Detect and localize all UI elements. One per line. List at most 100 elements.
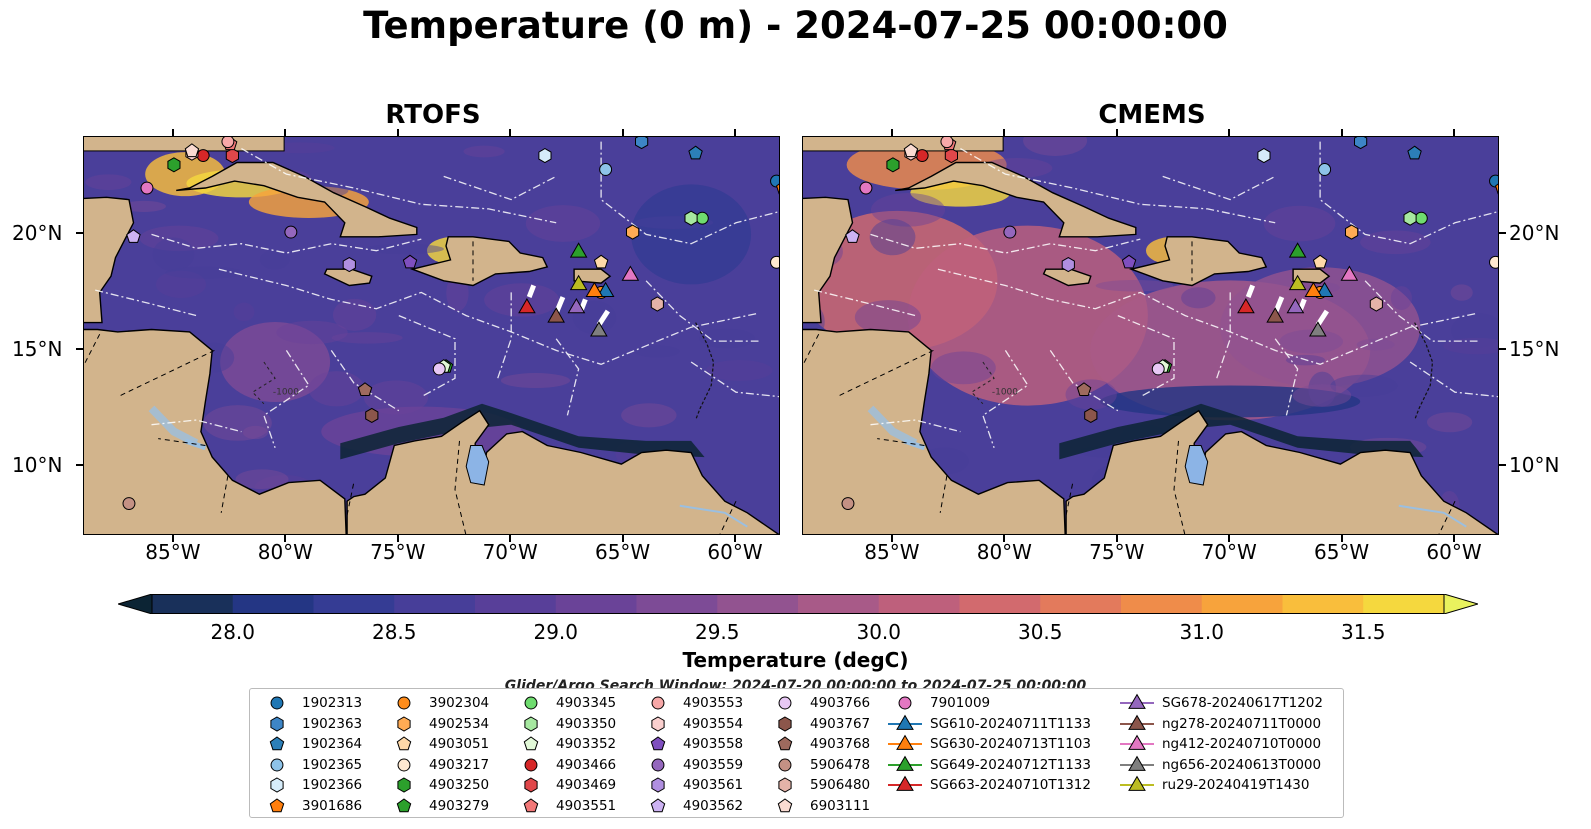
temperature-eddy <box>331 332 403 344</box>
land-south-america <box>1065 409 1498 534</box>
legend-marker <box>778 777 792 793</box>
legend-marker-icon <box>396 736 412 751</box>
country-border <box>346 482 355 516</box>
temperature-eddy <box>365 243 444 255</box>
lon-tick-top <box>171 129 174 136</box>
colorbar-tick-label: 28.5 <box>371 620 417 644</box>
colorbar-segment <box>313 594 395 614</box>
legend-label: ng278-20240711T0000 <box>1162 715 1322 732</box>
temperature-eddy <box>1426 412 1473 433</box>
legend-marker <box>523 736 539 751</box>
eez-boundary <box>241 148 557 224</box>
legend-marker <box>651 696 665 710</box>
obs-marker-4903558 <box>402 254 418 269</box>
legend-marker-icon <box>270 758 284 771</box>
legend-marker <box>650 797 666 812</box>
map-canvas: -1000 <box>84 137 779 534</box>
legend-marker-icon <box>888 734 922 750</box>
legend-marker-icon <box>269 736 285 751</box>
obs-marker-4903562 <box>845 229 860 243</box>
legend-label: 4903562 <box>683 797 744 814</box>
legend-label: 4903279 <box>429 797 490 814</box>
land-yucatan <box>84 196 135 324</box>
lon-label: 75°W <box>1089 540 1145 564</box>
map-panel-rtofs[interactable]: -1000 <box>83 136 780 535</box>
legend: 1902313 1902363 1902364 1902365 1902366 39016… <box>249 688 1344 818</box>
lon-tick-top <box>1228 129 1231 136</box>
obs-marker-4903558 <box>1121 254 1137 269</box>
land-puerto-rico <box>573 268 612 284</box>
legend-marker-icon <box>270 777 284 793</box>
eez-boundary <box>690 361 779 398</box>
temperature-eddy <box>242 425 269 440</box>
obs-marker-4903466 <box>915 149 929 163</box>
obs-marker-sg678-20240617t1202 <box>567 298 586 314</box>
legend-marker <box>1128 755 1146 771</box>
obs-marker-4903469 <box>944 148 958 164</box>
obs-marker-4903553 <box>940 137 954 149</box>
obs-marker-7901009 <box>140 181 154 195</box>
lat-label: 15°N <box>12 337 63 362</box>
obs-marker-sg630-20240713t1103 <box>585 281 604 297</box>
legend-label: 1902363 <box>302 715 363 732</box>
legend-marker <box>397 758 411 771</box>
land-south-america <box>346 409 779 534</box>
temperature-eddy <box>155 270 206 299</box>
legend-marker <box>898 696 912 710</box>
temperature-eddy <box>1263 205 1336 242</box>
lat-label: 10°N <box>12 453 63 478</box>
legend-label: 4903767 <box>810 715 871 732</box>
legend-marker-icon <box>1120 693 1154 709</box>
colorbar-segment <box>232 594 315 614</box>
lon-tick-top <box>621 129 624 136</box>
legend-marker-icon <box>397 696 411 710</box>
temperature-eddy <box>1390 286 1412 311</box>
obs-marker-4903561 <box>1061 257 1075 273</box>
temperature-anomaly <box>631 184 752 285</box>
glider-track <box>1315 309 1329 327</box>
legend-label: 3901686 <box>302 797 363 814</box>
temperature-eddy <box>1443 337 1498 355</box>
legend-marker-icon <box>397 758 411 771</box>
legend-marker <box>650 736 666 751</box>
colorbar-segment <box>1201 594 1284 614</box>
legend-label: ru29-20240419T1430 <box>1162 777 1310 793</box>
lat-tick <box>1499 464 1506 467</box>
legend-label: 4903345 <box>556 695 617 711</box>
legend-marker-icon <box>524 758 538 771</box>
map-panel-cmems[interactable]: -1000 <box>802 136 1499 535</box>
lon-tick-top <box>284 129 287 136</box>
obs-marker-ng412-20240710t0000 <box>1340 265 1359 281</box>
legend-label: 4903250 <box>429 777 490 793</box>
obs-marker-sg610-20240711t1133 <box>596 281 615 297</box>
colorbar-segment <box>959 594 1041 614</box>
country-border <box>84 333 101 366</box>
legend-marker-icon <box>888 775 922 791</box>
legend-marker-icon <box>898 696 912 710</box>
colorbar-segment <box>1282 594 1364 614</box>
country-border <box>803 333 820 366</box>
colorbar-segment <box>1121 594 1203 614</box>
temperature-eddy <box>1451 313 1498 348</box>
legend-marker <box>396 736 412 751</box>
legend-label: SG649-20240712T1133 <box>930 756 1091 773</box>
legend-label: 4903561 <box>683 777 744 793</box>
temperature-eddy <box>525 205 601 242</box>
obs-marker-ng412-20240710t0000 <box>621 265 640 281</box>
lon-label: 60°W <box>707 540 763 564</box>
legend-marker-icon <box>1120 775 1154 791</box>
colorbar-gradient <box>116 593 1480 615</box>
legend-marker-icon <box>1120 755 1154 771</box>
legend-marker <box>896 734 914 750</box>
colorbar-segment <box>152 594 234 614</box>
lat-tick <box>76 348 83 351</box>
legend-label: 1902364 <box>302 736 363 752</box>
eez-boundary <box>263 350 310 449</box>
land-yucatan <box>803 196 854 324</box>
colorbar-segment <box>555 594 638 614</box>
temperature-eddy <box>85 174 132 190</box>
temperature-eddy <box>1023 137 1088 156</box>
lon-tick <box>171 535 174 542</box>
country-border <box>877 438 925 446</box>
colorbar-tick-label: 30.5 <box>1017 620 1063 644</box>
